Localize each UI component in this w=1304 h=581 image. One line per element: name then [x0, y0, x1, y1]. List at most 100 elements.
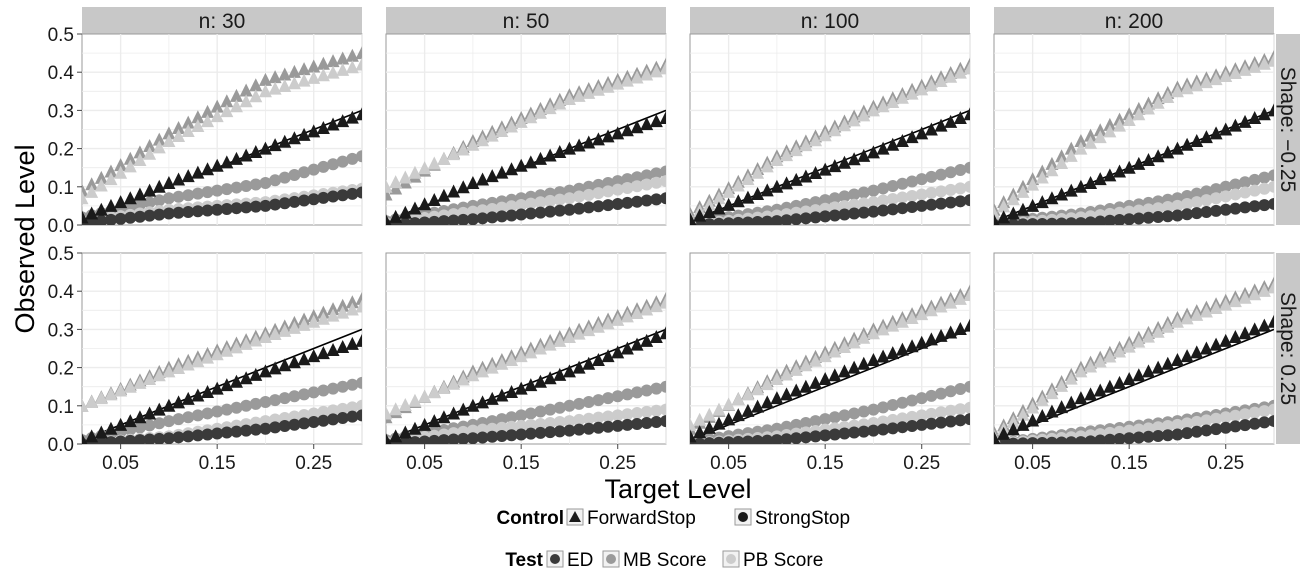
- point-triangle: [123, 159, 137, 173]
- point-circle: [640, 178, 653, 191]
- point-triangle: [1248, 322, 1262, 336]
- point-triangle: [702, 407, 716, 421]
- point-circle: [249, 200, 262, 213]
- point-triangle: [1006, 422, 1020, 436]
- y-tick-label: 0.3: [48, 320, 74, 341]
- legend-title: Control: [496, 508, 564, 529]
- point-triangle: [114, 383, 128, 397]
- point-triangle: [760, 183, 774, 197]
- point-triangle: [1074, 133, 1088, 147]
- point-circle: [703, 218, 716, 225]
- point-circle: [133, 210, 146, 223]
- point-circle: [582, 395, 595, 408]
- point-triangle: [85, 394, 99, 408]
- point-triangle: [1064, 395, 1078, 409]
- point-circle: [143, 209, 156, 222]
- point-circle: [925, 198, 938, 211]
- point-triangle: [258, 364, 272, 378]
- point-circle: [722, 436, 735, 444]
- x-tick-label: 0.25: [903, 453, 940, 474]
- series-triangle: [82, 333, 362, 444]
- point-triangle: [1190, 345, 1204, 359]
- point-circle: [1123, 432, 1136, 444]
- point-circle: [278, 392, 291, 405]
- point-circle: [307, 407, 320, 420]
- point-triangle: [1199, 75, 1213, 89]
- point-circle: [298, 166, 311, 179]
- point-circle: [249, 178, 262, 191]
- point-triangle: [316, 56, 330, 70]
- point-circle: [867, 403, 880, 416]
- point-triangle: [997, 426, 1011, 440]
- point-circle: [906, 420, 919, 433]
- point-circle: [877, 204, 890, 217]
- point-circle: [1142, 203, 1155, 216]
- point-circle: [230, 181, 243, 194]
- point-circle: [418, 216, 431, 225]
- point-circle: [828, 192, 841, 205]
- point-circle: [640, 405, 653, 418]
- point-triangle: [456, 142, 470, 156]
- point-circle: [838, 190, 851, 203]
- point-triangle: [789, 143, 803, 157]
- point-circle: [346, 401, 359, 414]
- point-triangle: [524, 155, 538, 169]
- point-triangle: [1199, 130, 1213, 144]
- point-circle: [505, 429, 518, 442]
- point-circle: [1123, 213, 1136, 225]
- point-circle: [524, 418, 537, 431]
- point-circle: [790, 213, 803, 225]
- point-triangle: [1064, 148, 1078, 162]
- point-triangle: [1103, 124, 1117, 138]
- point-triangle: [297, 317, 311, 331]
- point-circle: [1190, 425, 1203, 438]
- point-triangle: [690, 429, 697, 443]
- point-circle: [896, 396, 909, 409]
- point-triangle: [495, 388, 509, 402]
- point-triangle: [818, 372, 832, 386]
- x-tick-label: 0.15: [807, 453, 844, 474]
- x-tick-label: 0.15: [199, 453, 236, 474]
- point-triangle: [562, 141, 576, 155]
- point-circle: [437, 434, 450, 444]
- marks: [994, 276, 1274, 444]
- point-triangle: [630, 70, 644, 84]
- point-circle: [631, 386, 644, 399]
- point-circle: [1113, 214, 1126, 225]
- point-circle: [1132, 212, 1145, 225]
- point-triangle: [85, 429, 99, 443]
- point-circle: [211, 405, 224, 418]
- point-triangle: [751, 382, 765, 396]
- point-triangle: [915, 335, 929, 349]
- point-circle: [906, 394, 919, 407]
- point-circle: [592, 187, 605, 200]
- point-triangle: [268, 138, 282, 152]
- point-circle: [1239, 419, 1252, 432]
- column-strip-label-3: n: 200: [1105, 10, 1163, 33]
- point-triangle: [659, 326, 666, 340]
- point-circle: [1268, 415, 1274, 428]
- point-triangle: [924, 332, 938, 346]
- point-triangle: [1132, 107, 1146, 121]
- point-triangle: [1113, 164, 1127, 178]
- point-circle: [712, 217, 725, 225]
- point-triangle: [258, 84, 272, 98]
- point-triangle: [456, 372, 470, 386]
- point-triangle: [1180, 311, 1194, 325]
- point-triangle: [1016, 407, 1030, 421]
- point-triangle: [1141, 329, 1155, 343]
- point-circle: [838, 200, 851, 213]
- point-circle: [650, 416, 663, 429]
- point-triangle: [345, 110, 359, 124]
- point-triangle: [837, 364, 851, 378]
- point-circle: [857, 186, 870, 199]
- point-triangle: [1074, 179, 1088, 193]
- point-circle: [602, 420, 615, 433]
- point-circle: [770, 434, 783, 444]
- marks: [386, 291, 666, 444]
- point-triangle: [133, 187, 147, 201]
- point-triangle: [809, 353, 823, 367]
- point-triangle: [1151, 95, 1165, 109]
- x-tick-label: 0.15: [503, 453, 540, 474]
- point-triangle: [760, 159, 774, 173]
